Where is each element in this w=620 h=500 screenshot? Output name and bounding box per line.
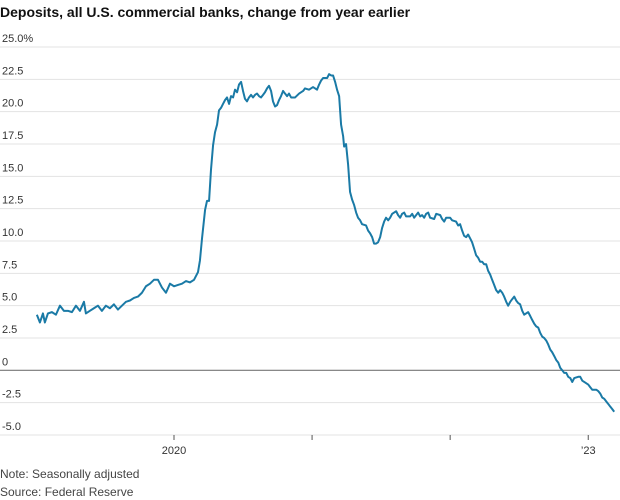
- y-tick-label: 17.5: [2, 130, 23, 142]
- y-tick-label: 10.0: [2, 227, 23, 239]
- y-tick-label: 22.5: [2, 65, 23, 77]
- x-tick-label: 2020: [162, 445, 186, 457]
- y-tick-label: 15.0: [2, 162, 23, 174]
- y-tick-label: 12.5: [2, 195, 23, 207]
- y-tick-label: -2.5: [2, 389, 21, 401]
- y-tick-label: 0: [2, 356, 8, 368]
- source: Source: Federal Reserve: [0, 485, 134, 499]
- y-tick-label: 2.5: [2, 324, 17, 336]
- x-tick-label: ’23: [581, 445, 596, 457]
- data-line: [35, 73, 616, 413]
- y-tick-label: 25.0%: [2, 33, 33, 45]
- y-tick-label: 5.0: [2, 292, 17, 304]
- y-tick-label: -5.0: [2, 421, 21, 433]
- y-tick-label: 7.5: [2, 259, 17, 271]
- note: Note: Seasonally adjusted: [0, 467, 139, 481]
- y-tick-label: 20.0: [2, 98, 23, 110]
- chart-title: Deposits, all U.S. commercial banks, cha…: [0, 4, 411, 20]
